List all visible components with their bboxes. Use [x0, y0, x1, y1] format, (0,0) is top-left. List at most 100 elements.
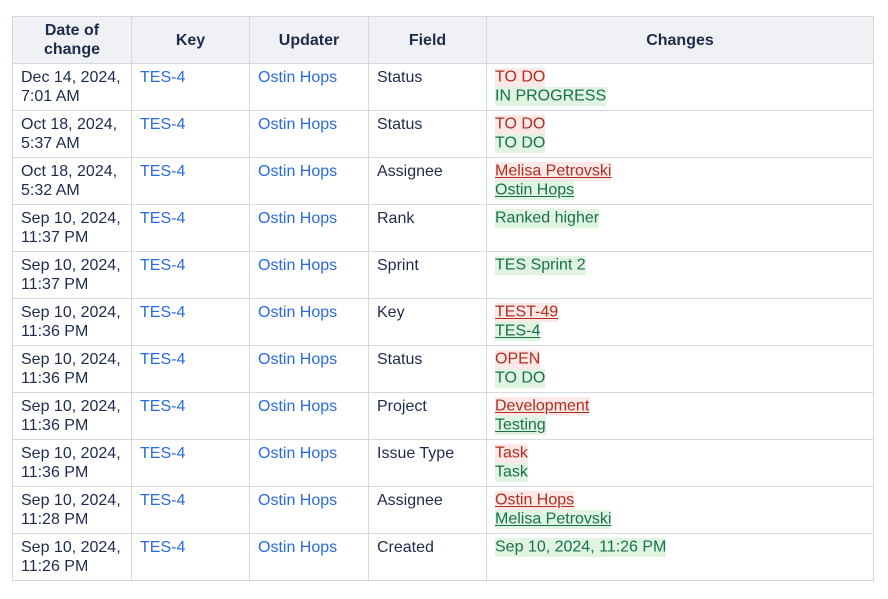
- new-value: Task: [495, 463, 528, 482]
- cell-date-of-change: Sep 10, 2024, 11:36 PM: [12, 345, 132, 393]
- table-header: Date of change Key Updater Field Changes: [12, 16, 874, 64]
- cell-key: TES-4: [131, 251, 250, 299]
- cell-updater: Ostin Hops: [249, 204, 369, 252]
- cell-date-of-change: Oct 18, 2024, 5:32 AM: [12, 157, 132, 205]
- updater-link[interactable]: Ostin Hops: [258, 445, 338, 462]
- cell-date-of-change: Sep 10, 2024, 11:36 PM: [12, 392, 132, 440]
- cell-date-of-change: Oct 18, 2024, 5:37 AM: [12, 110, 132, 158]
- history-row: Sep 10, 2024, 11:36 PM TES-4 Ostin Hops Stat…: [12, 345, 874, 393]
- history-row: Sep 10, 2024, 11:36 PM TES-4 Ostin Hops Key T…: [12, 298, 874, 346]
- cell-key: TES-4: [131, 533, 250, 581]
- old-value: Ostin Hops: [495, 491, 575, 510]
- new-value: Melisa Petrovski: [495, 510, 612, 529]
- updater-link[interactable]: Ostin Hops: [258, 257, 338, 274]
- updater-link[interactable]: Ostin Hops: [258, 398, 338, 415]
- new-value-link[interactable]: Melisa Petrovski: [495, 511, 612, 528]
- column-header-changes: Changes: [486, 16, 874, 64]
- cell-changes: Sep 10, 2024, 11:26 PM: [486, 533, 874, 581]
- cell-updater: Ostin Hops: [249, 298, 369, 346]
- history-row: Sep 10, 2024, 11:28 PM TES-4 Ostin Hops Assi…: [12, 486, 874, 534]
- cell-field: Status: [368, 345, 487, 393]
- updater-link[interactable]: Ostin Hops: [258, 539, 338, 556]
- new-value-link[interactable]: TES-4: [495, 323, 541, 340]
- history-row: Sep 10, 2024, 11:36 PM TES-4 Ostin Hops Issu…: [12, 439, 874, 487]
- cell-updater: Ostin Hops: [249, 63, 369, 111]
- new-value: Ranked higher: [495, 209, 600, 228]
- cell-field: Sprint: [368, 251, 487, 299]
- column-header-updater: Updater: [249, 16, 369, 64]
- cell-updater: Ostin Hops: [249, 533, 369, 581]
- cell-field: Issue Type: [368, 439, 487, 487]
- new-value-link[interactable]: Ostin Hops: [495, 182, 575, 199]
- new-value: TES Sprint 2: [495, 256, 586, 275]
- cell-changes: Ostin Hops Melisa Petrovski: [486, 486, 874, 534]
- issue-key-link[interactable]: TES-4: [140, 539, 186, 556]
- history-row: Sep 10, 2024, 11:26 PM TES-4 Ostin Hops Crea…: [12, 533, 874, 581]
- cell-changes: TO DO IN PROGRESS: [486, 63, 874, 111]
- issue-key-link[interactable]: TES-4: [140, 163, 186, 180]
- cell-field: Status: [368, 63, 487, 111]
- cell-changes: TES Sprint 2: [486, 251, 874, 299]
- issue-key-link[interactable]: TES-4: [140, 445, 186, 462]
- cell-changes: Ranked higher: [486, 204, 874, 252]
- issue-key-link[interactable]: TES-4: [140, 304, 186, 321]
- cell-updater: Ostin Hops: [249, 392, 369, 440]
- cell-updater: Ostin Hops: [249, 486, 369, 534]
- cell-updater: Ostin Hops: [249, 439, 369, 487]
- new-value: TO DO: [495, 134, 546, 153]
- cell-field: Project: [368, 392, 487, 440]
- cell-date-of-change: Sep 10, 2024, 11:36 PM: [12, 298, 132, 346]
- issue-history-table: Date of change Key Updater Field Changes…: [12, 16, 874, 581]
- history-row: Sep 10, 2024, 11:37 PM TES-4 Ostin Hops Spri…: [12, 251, 874, 299]
- issue-key-link[interactable]: TES-4: [140, 492, 186, 509]
- cell-date-of-change: Sep 10, 2024, 11:37 PM: [12, 251, 132, 299]
- cell-key: TES-4: [131, 157, 250, 205]
- cell-changes: TO DO TO DO: [486, 110, 874, 158]
- column-header-date-of-change: Date of change: [12, 16, 132, 64]
- new-value: Sep 10, 2024, 11:26 PM: [495, 538, 667, 557]
- new-value: TO DO: [495, 369, 546, 388]
- issue-key-link[interactable]: TES-4: [140, 69, 186, 86]
- cell-changes: TEST-49 TES-4: [486, 298, 874, 346]
- updater-link[interactable]: Ostin Hops: [258, 492, 338, 509]
- old-value: OPEN: [495, 350, 541, 369]
- old-value-link[interactable]: TEST-49: [495, 304, 559, 321]
- issue-key-link[interactable]: TES-4: [140, 398, 186, 415]
- cell-key: TES-4: [131, 204, 250, 252]
- history-row: Sep 10, 2024, 11:37 PM TES-4 Ostin Hops Rank…: [12, 204, 874, 252]
- column-header-key: Key: [131, 16, 250, 64]
- cell-key: TES-4: [131, 63, 250, 111]
- history-row: Dec 14, 2024, 7:01 AM TES-4 Ostin Hops Statu…: [12, 63, 874, 111]
- updater-link[interactable]: Ostin Hops: [258, 351, 338, 368]
- old-value: Melisa Petrovski: [495, 162, 612, 181]
- old-value: TO DO: [495, 115, 546, 134]
- issue-key-link[interactable]: TES-4: [140, 210, 186, 227]
- cell-updater: Ostin Hops: [249, 251, 369, 299]
- old-value: TEST-49: [495, 303, 559, 322]
- cell-key: TES-4: [131, 345, 250, 393]
- updater-link[interactable]: Ostin Hops: [258, 304, 338, 321]
- updater-link[interactable]: Ostin Hops: [258, 69, 338, 86]
- updater-link[interactable]: Ostin Hops: [258, 116, 338, 133]
- cell-key: TES-4: [131, 439, 250, 487]
- old-value-link[interactable]: Melisa Petrovski: [495, 163, 612, 180]
- new-value: IN PROGRESS: [495, 87, 607, 106]
- issue-key-link[interactable]: TES-4: [140, 351, 186, 368]
- cell-key: TES-4: [131, 486, 250, 534]
- cell-date-of-change: Sep 10, 2024, 11:37 PM: [12, 204, 132, 252]
- updater-link[interactable]: Ostin Hops: [258, 210, 338, 227]
- cell-changes: Task Task: [486, 439, 874, 487]
- issue-key-link[interactable]: TES-4: [140, 116, 186, 133]
- cell-field: Assignee: [368, 157, 487, 205]
- issue-key-link[interactable]: TES-4: [140, 257, 186, 274]
- new-value: Testing: [495, 416, 546, 435]
- old-value-link[interactable]: Development: [495, 398, 590, 415]
- new-value-link[interactable]: Testing: [495, 417, 546, 434]
- cell-updater: Ostin Hops: [249, 157, 369, 205]
- new-value: Ostin Hops: [495, 181, 575, 200]
- old-value: Development: [495, 397, 590, 416]
- updater-link[interactable]: Ostin Hops: [258, 163, 338, 180]
- old-value-link[interactable]: Ostin Hops: [495, 492, 575, 509]
- old-value: Task: [495, 444, 528, 463]
- cell-field: Key: [368, 298, 487, 346]
